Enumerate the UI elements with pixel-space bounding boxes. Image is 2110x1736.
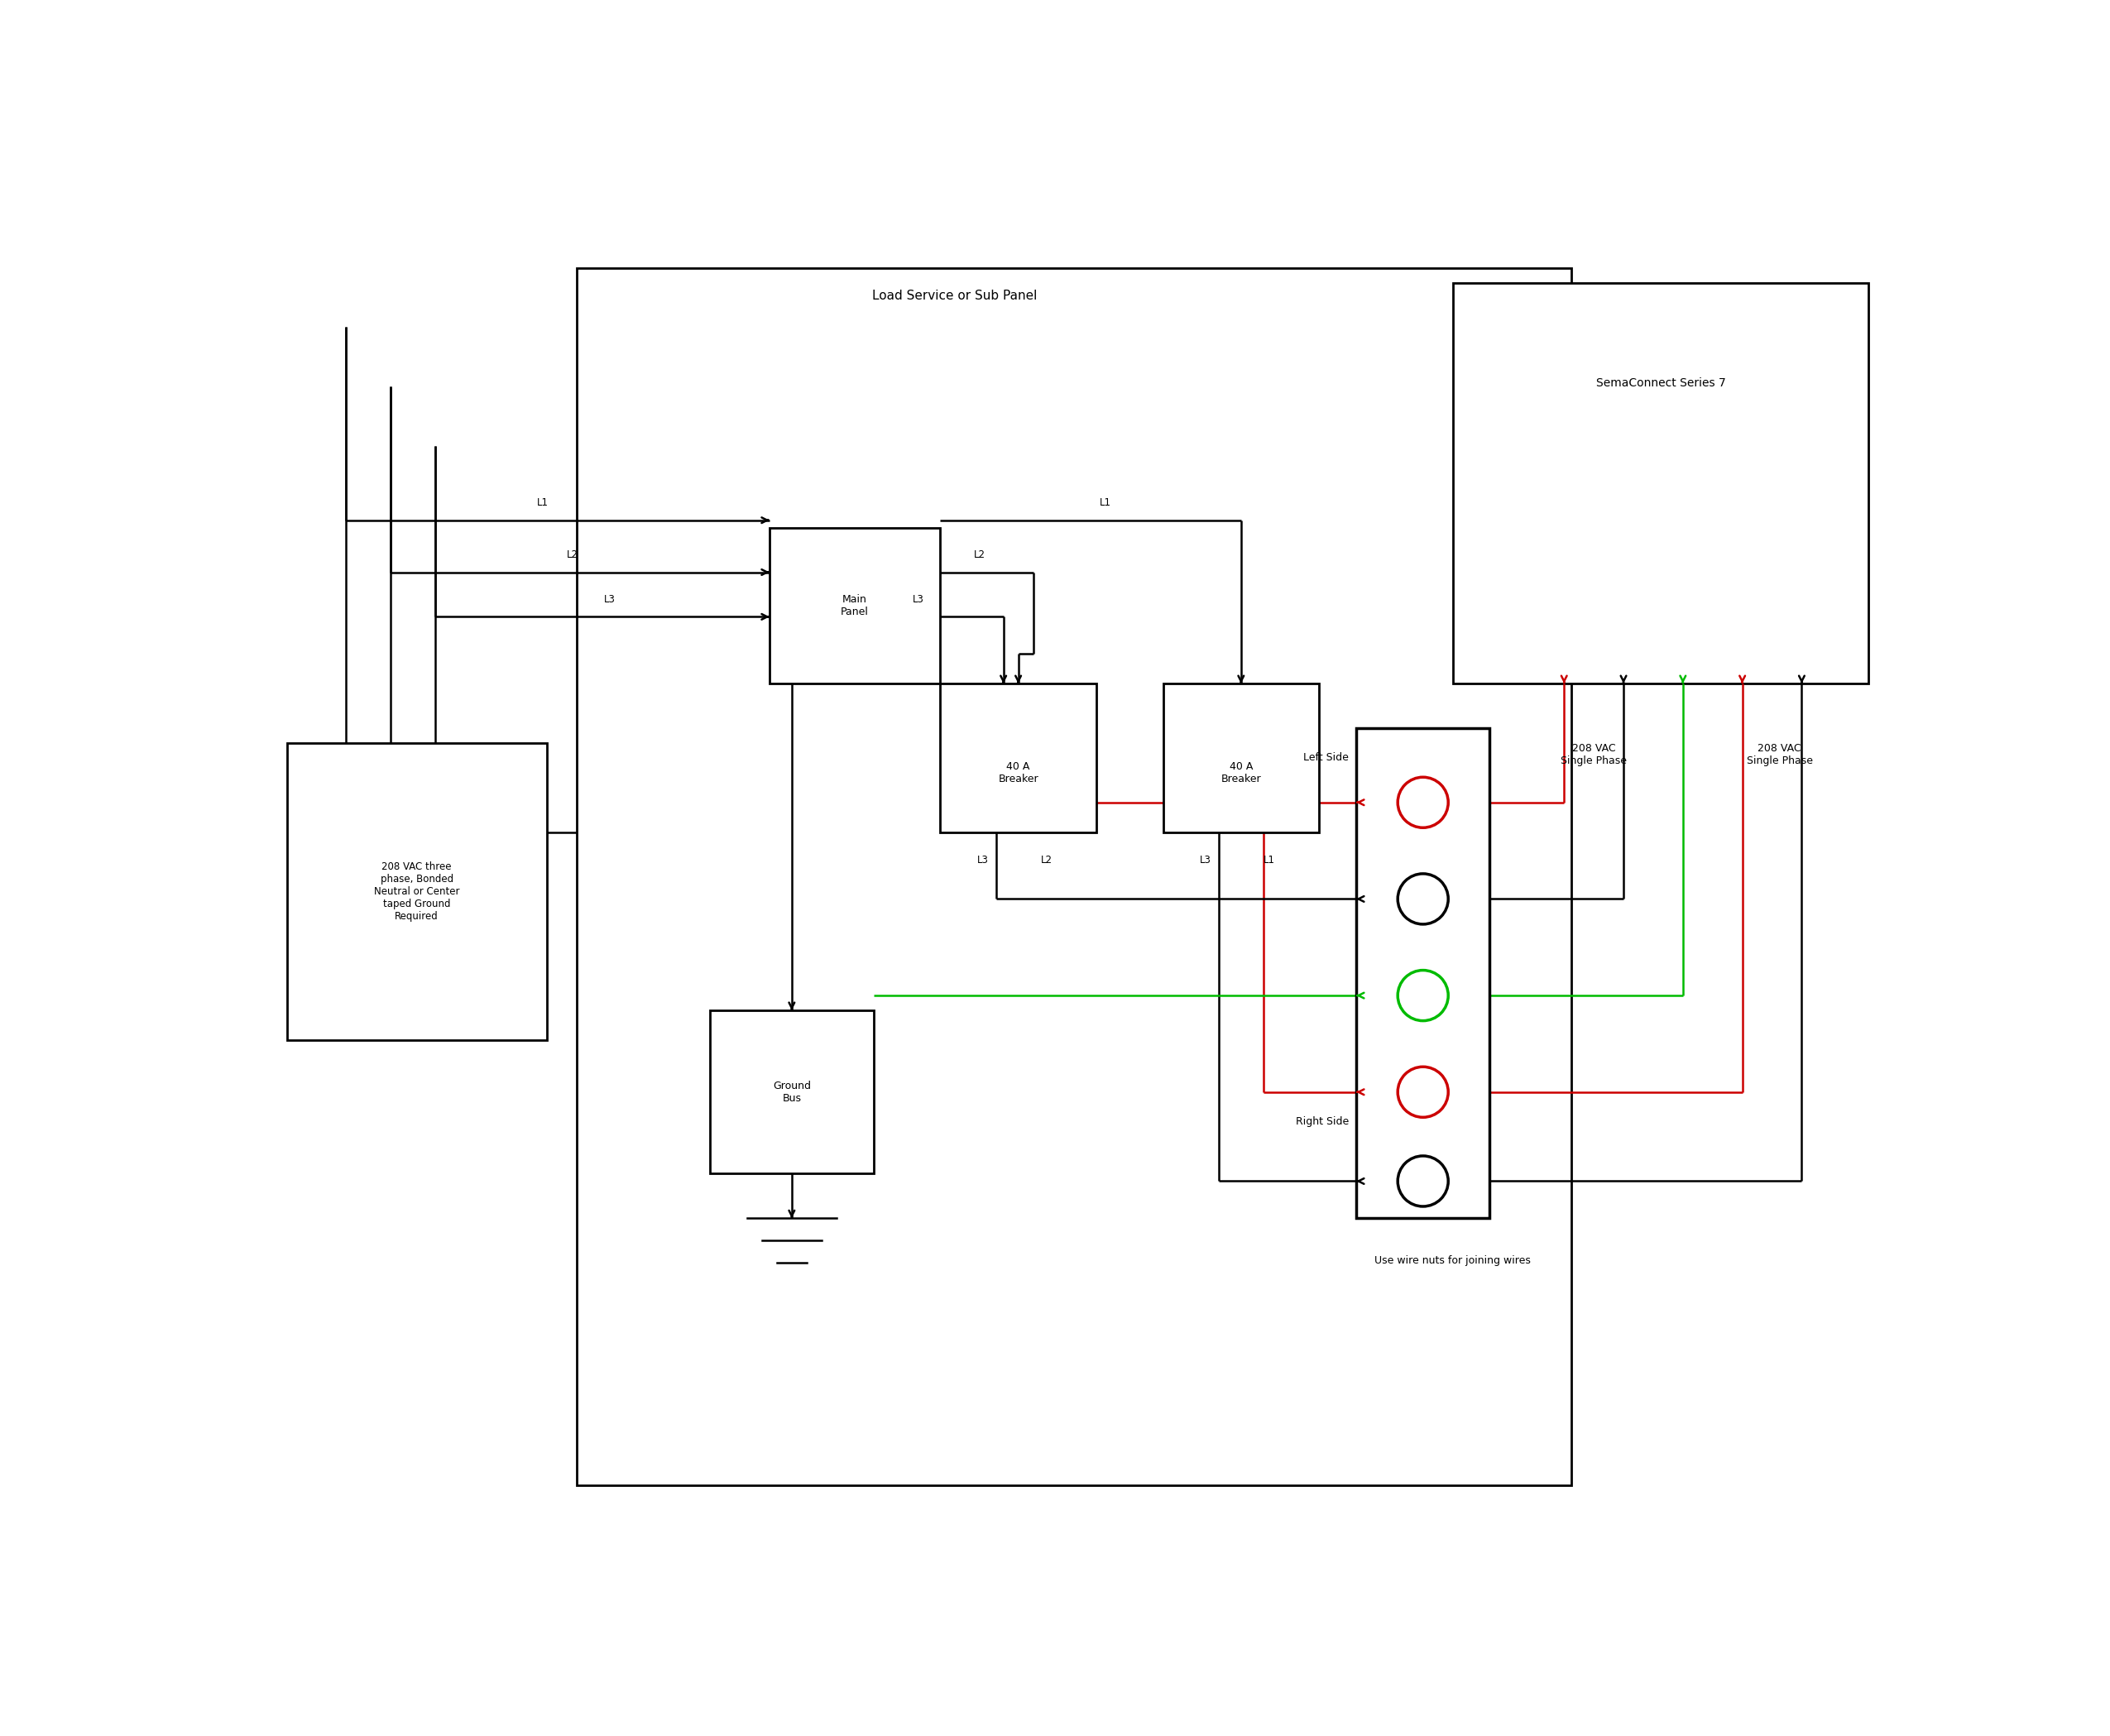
Circle shape (1397, 873, 1447, 924)
Text: Load Service or Sub Panel: Load Service or Sub Panel (871, 290, 1036, 302)
Circle shape (1397, 778, 1447, 828)
Text: L3: L3 (603, 594, 616, 604)
Text: 208 VAC
Single Phase: 208 VAC Single Phase (1747, 743, 1812, 766)
Text: L2: L2 (568, 550, 578, 561)
Bar (941, 684, 1097, 832)
Text: L1: L1 (1099, 498, 1112, 509)
Text: 208 VAC
Single Phase: 208 VAC Single Phase (1561, 743, 1627, 766)
Text: L3: L3 (1201, 854, 1211, 865)
Text: L1: L1 (1264, 854, 1274, 865)
Bar (1163, 684, 1319, 832)
Text: Main
Panel: Main Panel (842, 594, 869, 618)
Circle shape (1397, 1156, 1447, 1207)
Circle shape (1397, 1068, 1447, 1118)
Text: Right Side: Right Side (1296, 1116, 1348, 1127)
Circle shape (1397, 970, 1447, 1021)
Text: L3: L3 (912, 594, 924, 604)
Bar (1357, 727, 1490, 1219)
Text: Use wire nuts for joining wires: Use wire nuts for joining wires (1374, 1255, 1532, 1266)
Bar (287, 743, 546, 1040)
Text: 40 A
Breaker: 40 A Breaker (998, 760, 1038, 785)
Text: Left Side: Left Side (1304, 752, 1348, 764)
Bar (576, 267, 1572, 1486)
Text: Ground
Bus: Ground Bus (772, 1080, 810, 1104)
Text: L3: L3 (977, 854, 990, 865)
Text: L2: L2 (1040, 854, 1053, 865)
Text: 40 A
Breaker: 40 A Breaker (1222, 760, 1262, 785)
Bar (770, 528, 941, 684)
Text: SemaConnect Series 7: SemaConnect Series 7 (1595, 377, 1726, 389)
Bar (1452, 283, 1869, 684)
Bar (711, 1010, 874, 1174)
Text: L1: L1 (538, 498, 549, 509)
Text: L2: L2 (973, 550, 985, 561)
Text: 208 VAC three
phase, Bonded
Neutral or Center
taped Ground
Required: 208 VAC three phase, Bonded Neutral or C… (373, 861, 460, 922)
